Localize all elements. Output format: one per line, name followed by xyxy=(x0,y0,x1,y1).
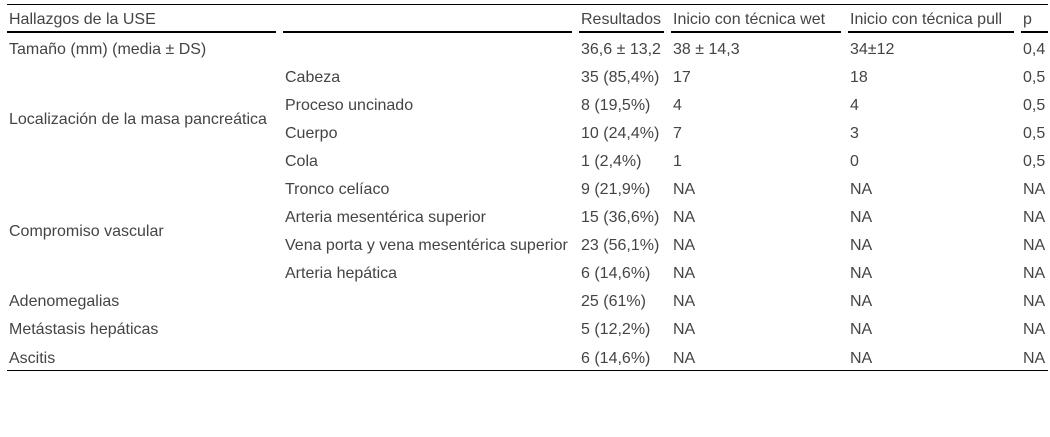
sub-item-cell: Tronco celíaco xyxy=(285,181,390,199)
finding-label-cell: Metástasis hepáticas xyxy=(9,321,159,339)
table-row: Metástasis hepáticas 5 (12,2%) NA NA NA xyxy=(7,314,1048,342)
p-value-cell: 0,5 xyxy=(1023,68,1046,86)
data-table: Hallazgos de la USE Resultados Inicio co… xyxy=(7,5,1048,370)
resultados-cell: 5 (12,2%) xyxy=(581,321,651,339)
tecnica-pull-cell: NA xyxy=(850,321,873,339)
tecnica-pull-cell: 3 xyxy=(850,124,859,142)
tecnica-wet-cell: NA xyxy=(673,237,696,255)
tecnica-pull-cell: NA xyxy=(850,349,873,367)
tecnica-pull-cell: NA xyxy=(850,293,873,311)
table-row: Vena porta y vena mesentérica superior 23… xyxy=(7,230,1048,258)
sub-item-cell xyxy=(283,286,572,314)
tecnica-pull-cell: 0 xyxy=(850,152,859,170)
tecnica-pull-cell: NA xyxy=(850,265,873,283)
sub-item-cell xyxy=(283,314,572,342)
table-row: Ascitis 6 (14,6%) NA NA NA xyxy=(7,342,1048,370)
tecnica-wet-cell: NA xyxy=(673,209,696,227)
tecnica-wet-cell: 4 xyxy=(673,96,682,114)
finding-label-cell: Tamaño (mm) (media ± DS) xyxy=(9,40,207,58)
col-header-p-value: p xyxy=(1021,5,1048,33)
col-header-tecnica-wet: Inicio con técnica wet xyxy=(671,5,841,33)
col-header-hallazgos: Hallazgos de la USE xyxy=(7,5,276,33)
finding-label-cell: Ascitis xyxy=(9,349,56,367)
p-value-cell: 0,4 xyxy=(1023,40,1046,58)
finding-label-cell: Compromiso vascular xyxy=(9,223,164,241)
resultados-cell: 36,6 ± 13,2 xyxy=(581,40,661,58)
tecnica-pull-cell: NA xyxy=(850,237,873,255)
tecnica-wet-cell: NA xyxy=(673,181,696,199)
p-value-cell: NA xyxy=(1023,209,1046,227)
tecnica-wet-cell: 17 xyxy=(673,68,691,86)
sub-item-cell: Cabeza xyxy=(285,68,341,86)
col-header-tecnica-pull: Inicio con técnica pull xyxy=(848,5,1014,33)
col-header-resultados: Resultados xyxy=(579,5,664,33)
tecnica-wet-cell: NA xyxy=(673,321,696,339)
resultados-cell: 23 (56,1%) xyxy=(581,237,660,255)
resultados-cell: 35 (85,4%) xyxy=(581,68,660,86)
table-row: Proceso uncinado 8 (19,5%) 4 4 0,5 xyxy=(7,89,1048,117)
resultados-cell: 10 (24,4%) xyxy=(581,124,660,142)
tecnica-wet-cell: NA xyxy=(673,265,696,283)
resultados-cell: 1 (2,4%) xyxy=(581,152,642,170)
table-row: Cola 1 (2,4%) 1 0 0,5 xyxy=(7,145,1048,173)
p-value-cell: NA xyxy=(1023,237,1046,255)
tecnica-pull-cell: NA xyxy=(850,209,873,227)
sub-item-cell xyxy=(283,33,572,61)
tecnica-wet-cell: NA xyxy=(673,349,696,367)
sub-item-cell xyxy=(283,342,572,370)
sub-item-cell: Cuerpo xyxy=(285,124,338,142)
tecnica-wet-cell: 7 xyxy=(673,124,682,142)
table-row: Tamaño (mm) (media ± DS) 36,6 ± 13,2 38 ± … xyxy=(7,33,1048,61)
sub-item-cell: Vena porta y vena mesentérica superior xyxy=(285,237,568,255)
table-row: Arteria hepática 6 (14,6%) NA NA NA xyxy=(7,258,1048,286)
p-value-cell: NA xyxy=(1023,293,1046,311)
tecnica-pull-cell: 34±12 xyxy=(850,40,895,58)
table-row: Localización de la masa pancreática Cabez… xyxy=(7,61,1048,128)
table-row: Adenomegalias 25 (61%) NA NA NA xyxy=(7,286,1048,314)
sub-item-cell: Arteria mesentérica superior xyxy=(285,209,486,227)
p-value-cell: 0,5 xyxy=(1023,124,1046,142)
table-row: Arteria mesentérica superior 15 (36,6%) NA… xyxy=(7,202,1048,230)
tecnica-pull-cell: 4 xyxy=(850,96,859,114)
resultados-cell: 15 (36,6%) xyxy=(581,209,660,227)
resultados-cell: 6 (14,6%) xyxy=(581,349,651,367)
tecnica-pull-cell: NA xyxy=(850,181,873,199)
table-row: Compromiso vascular Tronco celíaco 9 (21,9… xyxy=(7,173,1048,240)
sub-item-cell: Arteria hepática xyxy=(285,265,398,283)
p-value-cell: NA xyxy=(1023,181,1046,199)
resultados-cell: 9 (21,9%) xyxy=(581,181,651,199)
sub-item-cell: Proceso uncinado xyxy=(285,96,414,114)
use-findings-table: Hallazgos de la USE Resultados Inicio co… xyxy=(7,4,1048,372)
p-value-cell: NA xyxy=(1023,265,1046,283)
table-header-row: Hallazgos de la USE Resultados Inicio co… xyxy=(7,5,1048,33)
finding-label-cell: Adenomegalias xyxy=(9,293,120,311)
tecnica-wet-cell: 1 xyxy=(673,152,682,170)
p-value-cell: 0,5 xyxy=(1023,96,1046,114)
tecnica-wet-cell: 38 ± 14,3 xyxy=(673,40,740,58)
sub-item-cell: Cola xyxy=(285,152,318,170)
resultados-cell: 25 (61%) xyxy=(581,293,646,311)
resultados-cell: 8 (19,5%) xyxy=(581,96,651,114)
tecnica-wet-cell: NA xyxy=(673,293,696,311)
p-value-cell: 0,5 xyxy=(1023,152,1046,170)
table-row: Cuerpo 10 (24,4%) 7 3 0,5 xyxy=(7,117,1048,145)
resultados-cell: 6 (14,6%) xyxy=(581,265,651,283)
tecnica-pull-cell: 18 xyxy=(850,68,868,86)
p-value-cell: NA xyxy=(1023,349,1046,367)
p-value-cell: NA xyxy=(1023,321,1046,339)
finding-label-cell: Localización de la masa pancreática xyxy=(9,110,267,128)
col-header-subitem xyxy=(283,5,572,33)
